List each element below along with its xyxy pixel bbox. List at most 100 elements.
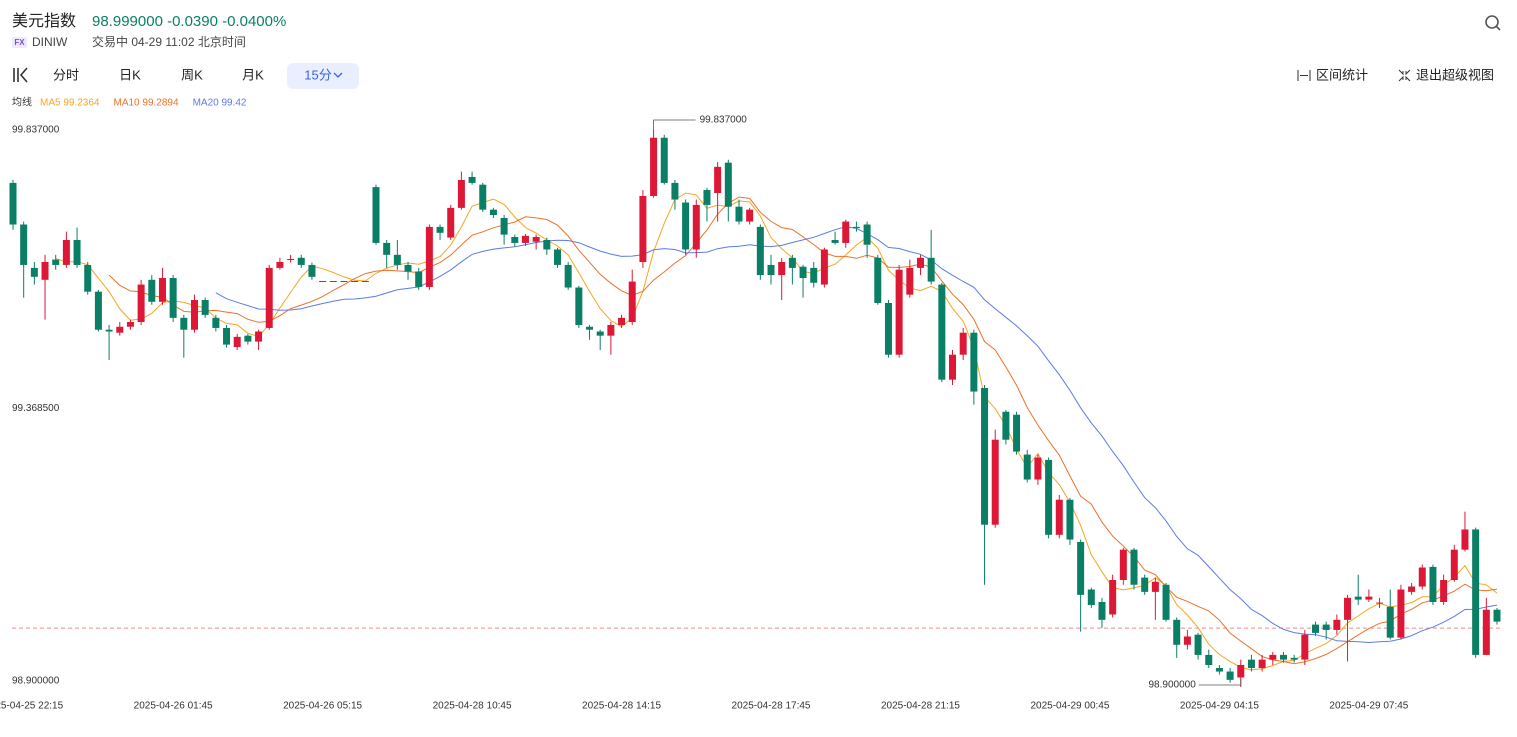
candle-body xyxy=(1354,596,1362,600)
candle-body xyxy=(650,137,658,196)
high-marker xyxy=(653,119,696,130)
candle-body xyxy=(553,249,561,265)
tab[interactable]: 15分 xyxy=(304,67,331,82)
candle-body xyxy=(692,204,700,250)
candle-body xyxy=(991,439,999,525)
candle-body xyxy=(799,266,807,279)
candle-body xyxy=(671,182,679,200)
range-icon[interactable] xyxy=(1297,70,1311,81)
x-tick-label: 2025-04-28 10:45 xyxy=(433,701,512,712)
candle-body xyxy=(457,179,465,208)
candle-body xyxy=(916,257,924,268)
candle-body xyxy=(1183,636,1191,645)
candle-body xyxy=(810,267,818,283)
candle-body xyxy=(607,324,615,336)
low-marker xyxy=(1198,679,1242,686)
candle-body xyxy=(1151,581,1159,592)
candle-body xyxy=(1205,654,1213,666)
tab[interactable]: 周K xyxy=(181,67,203,82)
symbol: DINIW xyxy=(32,35,68,49)
candle-body xyxy=(1215,667,1223,672)
x-tick-label: 2025-04-29 04:15 xyxy=(1180,701,1259,712)
candle-body xyxy=(906,267,914,295)
candle-body xyxy=(1109,579,1117,615)
candle-body xyxy=(586,326,594,330)
candle-body xyxy=(767,264,775,276)
collapse-icon[interactable] xyxy=(13,67,28,83)
candle-body xyxy=(1418,567,1426,587)
candle-body xyxy=(319,280,327,282)
candle-body xyxy=(105,329,113,332)
x-tick-label: 2025-04-28 21:15 xyxy=(881,701,960,712)
candle-body xyxy=(1141,577,1149,592)
candle-body xyxy=(255,331,263,342)
candle-body xyxy=(447,207,455,238)
x-tick-label: 2025-04-29 07:45 xyxy=(1329,701,1408,712)
tab[interactable]: 月K xyxy=(242,67,264,82)
candle-body xyxy=(1312,624,1320,633)
candle-body xyxy=(233,336,241,347)
candle-body xyxy=(778,261,786,276)
y-tick-label: 99.837000 xyxy=(12,125,60,136)
candle-body xyxy=(361,280,369,282)
candle-body xyxy=(842,221,850,243)
candle-body xyxy=(970,332,978,392)
candle-body xyxy=(682,202,690,250)
ma-line xyxy=(55,192,1498,671)
candle-body xyxy=(575,287,583,325)
candle-body xyxy=(628,281,636,323)
candle-body xyxy=(874,257,882,303)
candle-body xyxy=(1301,634,1309,660)
candle-body xyxy=(73,239,81,265)
y-tick-label: 98.900000 xyxy=(12,676,60,687)
candle-body xyxy=(959,332,967,355)
candle-body xyxy=(735,206,743,222)
toolbar-button[interactable]: 退出超级视图 xyxy=(1416,67,1494,82)
ma-line xyxy=(108,196,1498,665)
candle-body xyxy=(1087,589,1095,605)
candle-body xyxy=(52,259,60,265)
x-tick-label: 2025-04-28 14:15 xyxy=(582,701,661,712)
status: 交易中 04-29 11:02 北京时间 xyxy=(92,34,246,49)
candle-body xyxy=(415,271,423,287)
candle-body xyxy=(479,184,487,210)
candle-body xyxy=(500,217,508,235)
candle-body xyxy=(41,261,49,280)
x-tick-label: 2025-04-28 17:45 xyxy=(732,701,811,712)
tab-caret xyxy=(333,72,343,78)
candle-body xyxy=(1066,499,1074,540)
candle-body xyxy=(62,239,70,265)
candle-body xyxy=(20,224,28,265)
candle-body xyxy=(425,226,433,287)
candle-body xyxy=(1397,589,1405,638)
candle-body xyxy=(1344,597,1352,620)
tab[interactable]: 日K xyxy=(119,67,141,82)
candle-body xyxy=(1333,619,1341,630)
candle-body xyxy=(746,209,754,222)
high-label: 99.837000 xyxy=(700,115,748,126)
candle-body xyxy=(1290,657,1298,660)
candle-body xyxy=(639,195,647,262)
candle-body xyxy=(852,226,860,229)
candle-body xyxy=(543,239,551,250)
search-icon[interactable] xyxy=(1485,15,1501,31)
candle-body xyxy=(1279,654,1287,660)
candle-body xyxy=(201,300,209,315)
ma-title: 均线 xyxy=(12,96,32,109)
candle-body xyxy=(724,162,732,207)
candle-body xyxy=(329,280,337,282)
candle-body xyxy=(1247,659,1255,668)
candle-body xyxy=(287,258,295,260)
candle-body xyxy=(1194,634,1202,655)
candle-body xyxy=(618,317,626,325)
tab[interactable]: 分时 xyxy=(53,67,79,82)
candle-body xyxy=(276,261,284,268)
candle-body xyxy=(404,264,412,272)
candle-body xyxy=(169,278,177,318)
candle-body xyxy=(116,326,124,333)
toolbar-button[interactable]: 区间统计 xyxy=(1316,67,1368,82)
candle-body xyxy=(351,280,359,282)
candle-body xyxy=(489,209,497,216)
exit-icon[interactable] xyxy=(1398,69,1411,82)
